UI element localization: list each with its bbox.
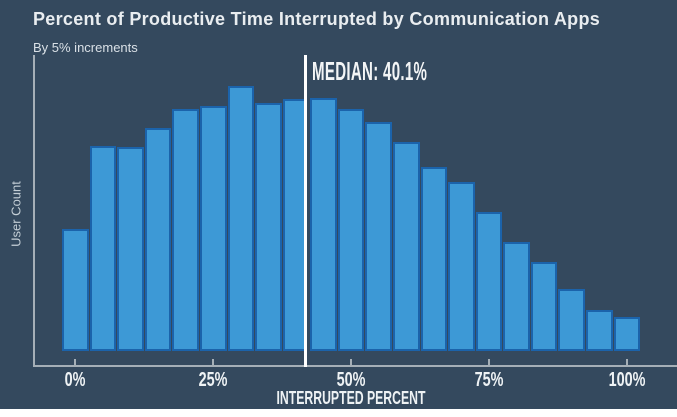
histogram-bar [558, 289, 585, 351]
histogram-bar [420, 167, 448, 351]
histogram-bar [337, 109, 365, 351]
y-axis-line [33, 55, 35, 367]
histogram-bar [62, 229, 89, 351]
histogram-bar [475, 212, 503, 351]
histogram-bar [365, 122, 392, 351]
histogram-bar [117, 147, 144, 351]
x-axis-line [33, 365, 677, 367]
histogram-bar [393, 142, 420, 351]
tick-label: 50% [331, 369, 371, 392]
histogram-bar [586, 310, 613, 351]
tick-label-text: 25% [198, 369, 228, 391]
histogram-bar [503, 242, 530, 351]
histogram-bar [255, 103, 282, 351]
histogram-bar [89, 146, 117, 351]
histogram-bar [310, 98, 337, 351]
histogram-bar [200, 106, 227, 351]
tick-label: 100% [601, 369, 652, 392]
histogram-bar [144, 128, 172, 351]
median-line [303, 55, 307, 367]
tick-label-text: 75% [474, 369, 504, 391]
tick-label-text: 0% [65, 369, 86, 391]
x-axis-title: INTERRUPTED PERCENT [241, 388, 460, 409]
histogram-bar [172, 109, 199, 351]
chart-subtitle: By 5% increments [33, 40, 138, 55]
tick-label: 0% [61, 369, 90, 392]
histogram-bar [530, 262, 558, 351]
histogram-bar [613, 317, 641, 351]
bottom-margin [0, 409, 677, 417]
axis-tick [74, 359, 77, 365]
median-annotation-text: MEDIAN: 40.1% [312, 56, 428, 86]
tick-label: 25% [193, 369, 233, 392]
axis-tick [212, 359, 215, 365]
axis-tick [488, 359, 490, 365]
x-axis-title-text: INTERRUPTED PERCENT [276, 388, 426, 408]
axis-tick [350, 359, 353, 365]
histogram-bar [448, 182, 475, 351]
chart-title: Percent of Productive Time Interrupted b… [33, 9, 601, 29]
axis-tick [625, 359, 628, 365]
median-annotation: MEDIAN: 40.1% [312, 56, 511, 87]
tick-label-text: 100% [608, 369, 646, 391]
tick-label-text: 50% [336, 369, 366, 391]
tick-label: 75% [469, 369, 509, 392]
histogram-bar [227, 86, 255, 351]
